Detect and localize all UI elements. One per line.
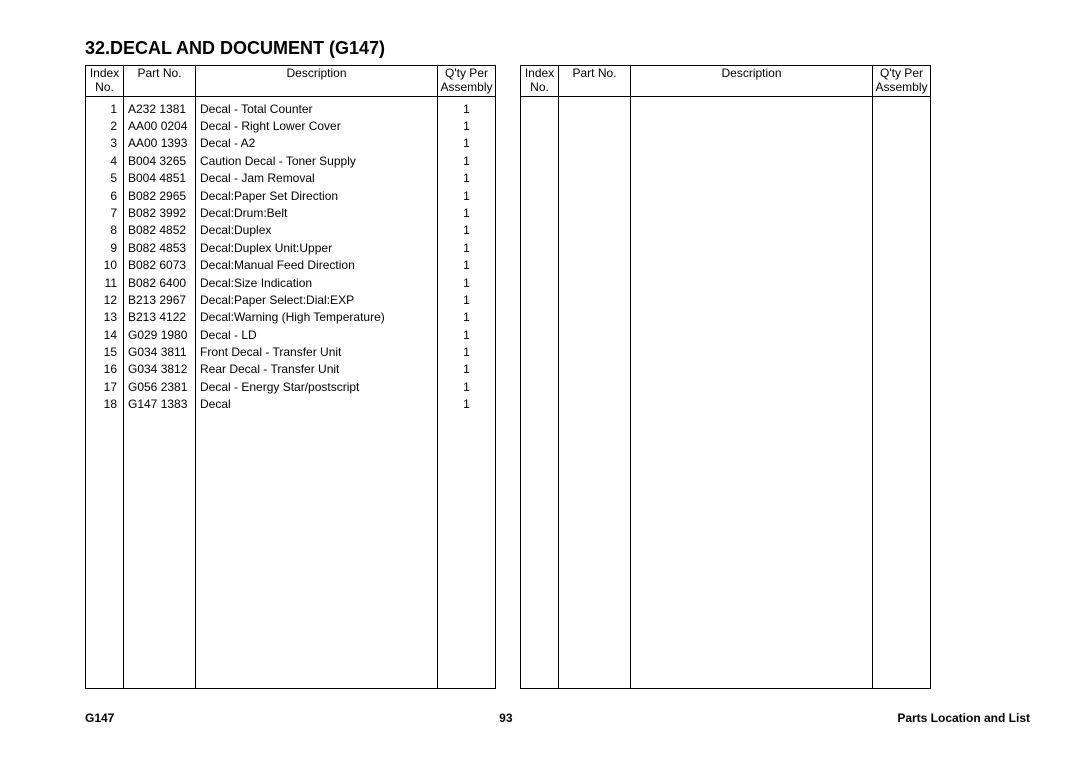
table-row-index: 5 — [92, 170, 117, 187]
table-row-part: B082 4852 — [128, 222, 189, 239]
cell-part: A232 1381AA00 0204AA00 1393B004 3265B004… — [124, 96, 196, 688]
table-row-index: 10 — [92, 257, 117, 274]
table-row-desc: Decal:Paper Set Direction — [200, 188, 431, 205]
page-footer: G147 93 Parts Location and List — [85, 711, 1030, 725]
table-row-part: A232 1381 — [128, 101, 189, 118]
table-row-part: AA00 0204 — [128, 118, 189, 135]
table-row-qty: 1 — [444, 309, 489, 326]
table-row-qty: 1 — [444, 222, 489, 239]
table-row-part: AA00 1393 — [128, 135, 189, 152]
table-row-qty: 1 — [444, 101, 489, 118]
table-row-index: 1 — [92, 101, 117, 118]
table-row-qty: 1 — [444, 379, 489, 396]
table-row-index: 18 — [92, 396, 117, 413]
table-row-index: 14 — [92, 327, 117, 344]
table-row-qty: 1 — [444, 257, 489, 274]
table-row-index: 13 — [92, 309, 117, 326]
header-index: IndexNo. — [86, 66, 124, 97]
table-row-qty: 1 — [444, 170, 489, 187]
table-row-qty: 1 — [444, 344, 489, 361]
table-row-qty: 1 — [444, 118, 489, 135]
cell-part-empty — [559, 96, 631, 688]
cell-index-empty — [521, 96, 559, 688]
table-row-desc: Decal:Warning (High Temperature) — [200, 309, 431, 326]
table-row-index: 15 — [92, 344, 117, 361]
header-description: Description — [196, 66, 438, 97]
table-row-qty: 1 — [444, 188, 489, 205]
table-row-part: G034 3812 — [128, 361, 189, 378]
table-row-part: G147 1383 — [128, 396, 189, 413]
table-row-index: 17 — [92, 379, 117, 396]
table-row-qty: 1 — [444, 153, 489, 170]
table-row-index: 16 — [92, 361, 117, 378]
cell-index: 123456789101112131415161718 — [86, 96, 124, 688]
table-row-index: 3 — [92, 135, 117, 152]
cell-desc-empty — [631, 96, 873, 688]
header-qty: Q'ty PerAssembly — [873, 66, 931, 97]
table-row-part: B082 2965 — [128, 188, 189, 205]
table-row-desc: Decal — [200, 396, 431, 413]
table-row-desc: Decal - A2 — [200, 135, 431, 152]
parts-table-left: IndexNo. Part No. Description Q'ty PerAs… — [85, 65, 496, 689]
table-row-desc: Decal - LD — [200, 327, 431, 344]
table-row-part: B082 6073 — [128, 257, 189, 274]
header-qty: Q'ty PerAssembly — [438, 66, 496, 97]
table-row-part: B082 4853 — [128, 240, 189, 257]
table-row-desc: Decal:Paper Select:Dial:EXP — [200, 292, 431, 309]
table-row-index: 6 — [92, 188, 117, 205]
table-row-desc: Decal:Duplex — [200, 222, 431, 239]
table-row-qty: 1 — [444, 396, 489, 413]
table-row-desc: Decal - Jam Removal — [200, 170, 431, 187]
tables-container: IndexNo. Part No. Description Q'ty PerAs… — [85, 65, 1030, 689]
table-row-desc: Decal - Right Lower Cover — [200, 118, 431, 135]
table-row-desc: Decal - Total Counter — [200, 101, 431, 118]
table-row-part: B004 3265 — [128, 153, 189, 170]
table-row-part: G029 1980 — [128, 327, 189, 344]
table-row-part: B004 4851 — [128, 170, 189, 187]
table-row-index: 9 — [92, 240, 117, 257]
footer-left: G147 — [85, 711, 114, 725]
header-description: Description — [631, 66, 873, 97]
table-row-index: 7 — [92, 205, 117, 222]
table-row-desc: Rear Decal - Transfer Unit — [200, 361, 431, 378]
table-row-desc: Decal:Manual Feed Direction — [200, 257, 431, 274]
header-part: Part No. — [124, 66, 196, 97]
table-row-desc: Decal:Duplex Unit:Upper — [200, 240, 431, 257]
section-title: 32.DECAL AND DOCUMENT (G147) — [85, 38, 1030, 59]
table-row-qty: 1 — [444, 205, 489, 222]
table-row-index: 2 — [92, 118, 117, 135]
cell-desc: Decal - Total CounterDecal - Right Lower… — [196, 96, 438, 688]
table-row-qty: 1 — [444, 240, 489, 257]
cell-qty-empty — [873, 96, 931, 688]
table-row-desc: Caution Decal - Toner Supply — [200, 153, 431, 170]
table-row-desc: Decal - Energy Star/postscript — [200, 379, 431, 396]
header-part: Part No. — [559, 66, 631, 97]
table-row-part: B213 4122 — [128, 309, 189, 326]
table-row-part: G056 2381 — [128, 379, 189, 396]
footer-center: 93 — [499, 711, 512, 725]
table-row-desc: Front Decal - Transfer Unit — [200, 344, 431, 361]
cell-qty: 111111111111111111 — [438, 96, 496, 688]
table-row-qty: 1 — [444, 361, 489, 378]
table-row-qty: 1 — [444, 292, 489, 309]
table-row-part: B213 2967 — [128, 292, 189, 309]
footer-right: Parts Location and List — [897, 711, 1030, 725]
table-row-index: 4 — [92, 153, 117, 170]
table-row-part: B082 3992 — [128, 205, 189, 222]
header-index: IndexNo. — [521, 66, 559, 97]
table-row-desc: Decal:Size Indication — [200, 275, 431, 292]
table-row-index: 11 — [92, 275, 117, 292]
parts-table-right: IndexNo. Part No. Description Q'ty PerAs… — [520, 65, 931, 689]
table-row-index: 8 — [92, 222, 117, 239]
table-row-qty: 1 — [444, 327, 489, 344]
table-row-part: B082 6400 — [128, 275, 189, 292]
table-row-desc: Decal:Drum:Belt — [200, 205, 431, 222]
table-row-part: G034 3811 — [128, 344, 189, 361]
table-row-index: 12 — [92, 292, 117, 309]
table-row-qty: 1 — [444, 275, 489, 292]
table-row-qty: 1 — [444, 135, 489, 152]
